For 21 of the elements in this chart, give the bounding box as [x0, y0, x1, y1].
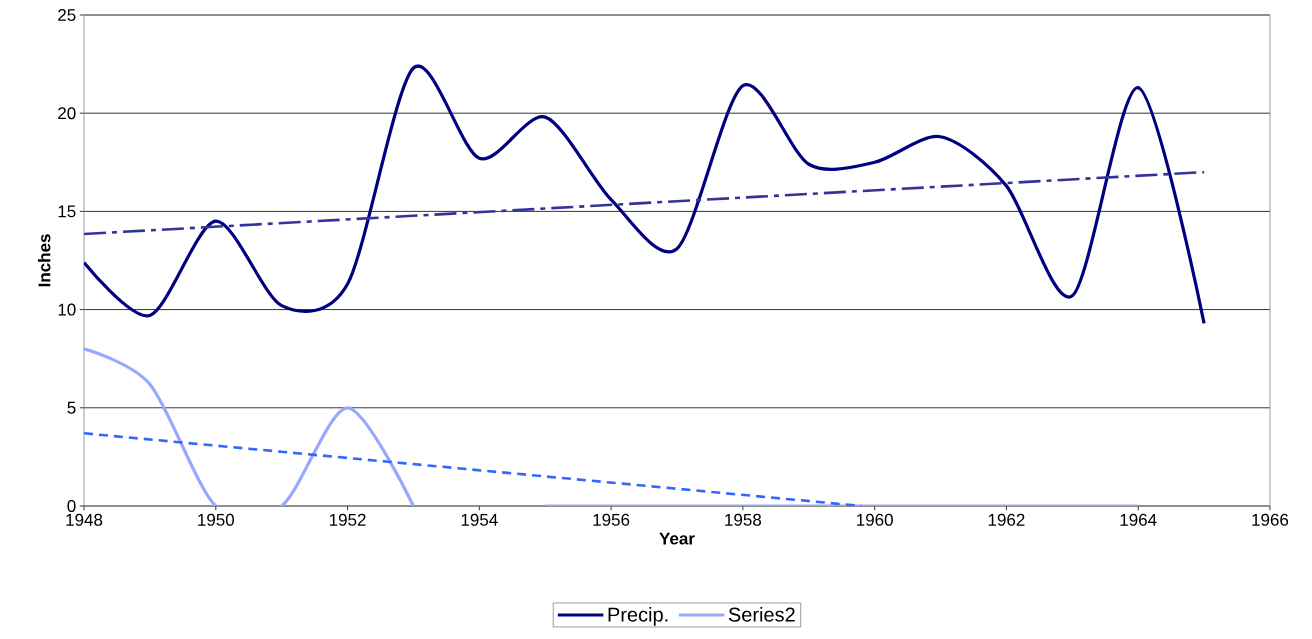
y-tick-label: 5 [67, 401, 76, 414]
x-tick-label: 1956 [593, 513, 630, 526]
legend-label: Series2 [728, 606, 795, 622]
line-series [84, 65, 1206, 325]
x-tick-label: 1962 [988, 513, 1025, 526]
x-tick-label: 1954 [461, 513, 498, 526]
y-tick-label: 25 [58, 8, 76, 22]
x-tick-label: 1958 [725, 513, 762, 526]
x-tick-label: 1966 [1252, 513, 1289, 526]
x-tick-label: 1952 [329, 513, 366, 526]
y-tick-label: 0 [67, 499, 76, 513]
y-tick-label: 10 [58, 303, 76, 316]
x-tick-label: 1948 [66, 513, 103, 526]
y-axis-title: Inches [37, 234, 51, 287]
y-tick-label: 20 [58, 107, 76, 120]
legend-label: Precip. [608, 606, 668, 626]
x-tick-label: 1950 [198, 513, 235, 526]
x-tick-label: 1960 [857, 513, 893, 526]
y-tick-label: 15 [58, 205, 76, 218]
x-axis-title: Year [659, 532, 695, 545]
x-tick-label: 1964 [1120, 513, 1157, 526]
